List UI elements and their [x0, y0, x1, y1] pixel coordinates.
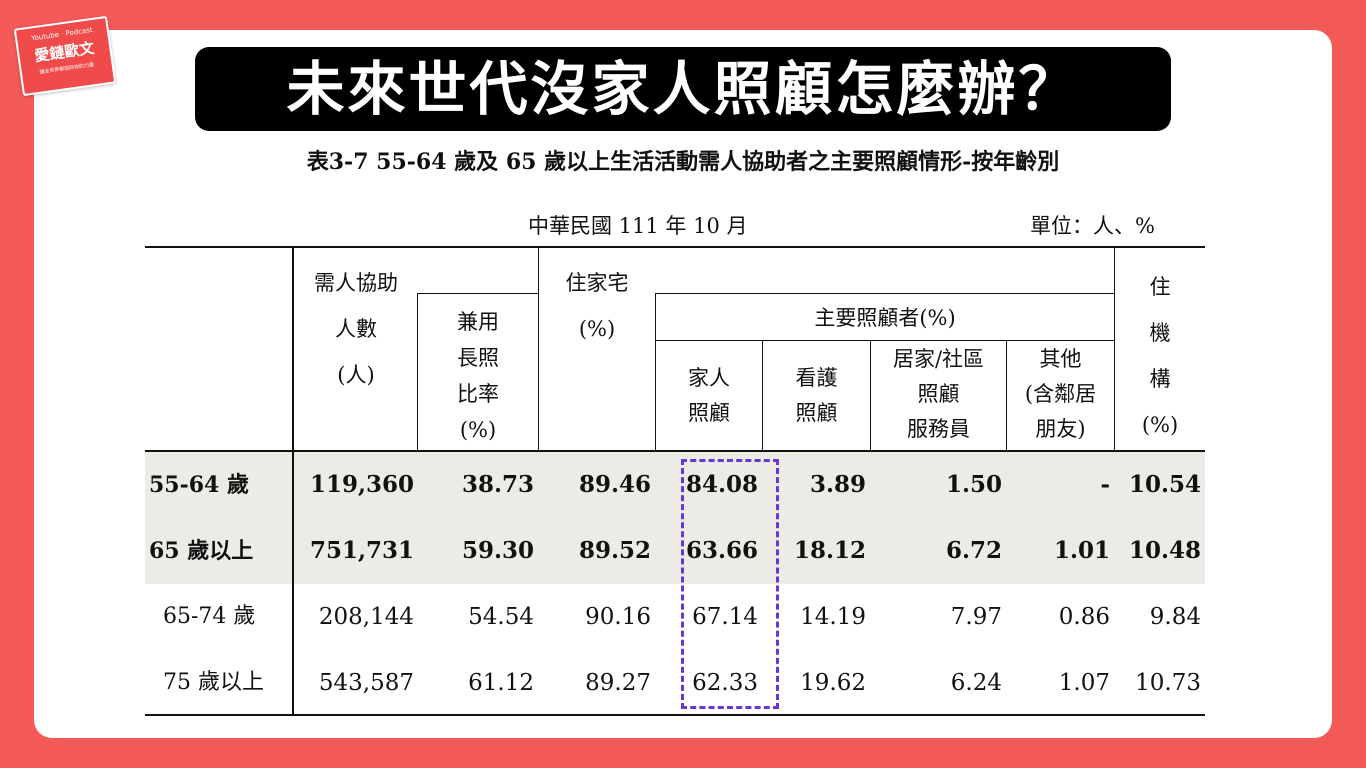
cell-other: 1.07: [1058, 670, 1110, 696]
cell-ltc: 54.54: [468, 604, 534, 630]
rule-bottom: [145, 714, 1205, 716]
table-date: 中華民國 111 年 10 月: [528, 214, 748, 238]
header-main-caregiver: 主要照顧者(%): [814, 306, 956, 330]
cell-other: 0.86: [1058, 604, 1110, 630]
row-bg-1: [145, 452, 1205, 518]
cell-homecare: 7.97: [950, 604, 1002, 630]
row-label: 75 歲以上: [163, 670, 264, 695]
cell-nursing: 14.19: [800, 604, 866, 630]
cell-home: 89.52: [578, 537, 651, 564]
vrule-homecare: [870, 340, 871, 451]
row-label: 65-74 歲: [163, 604, 256, 629]
cell-ltc: 38.73: [461, 471, 534, 498]
row-bg-2: [145, 518, 1205, 584]
cell-ltc: 59.30: [461, 537, 534, 564]
cell-family: 62.33: [692, 670, 758, 696]
brand-logo: Youtube · Podcast 愛鏈歐文 讓全世界都認同你的力量: [13, 15, 117, 97]
vrule-label: [292, 246, 294, 716]
row-label: 55-64 歲: [149, 472, 250, 498]
cell-count: 751,731: [309, 537, 414, 564]
header-homecare: 居家/社區 照顧 服務員: [892, 347, 985, 441]
cell-homecare: 6.24: [950, 670, 1002, 696]
cell-homecare: 6.72: [945, 537, 1002, 564]
rule-caregiver-sub: [655, 340, 1115, 341]
header-nursing: 看護 照顧: [795, 366, 838, 425]
vrule-home: [538, 246, 539, 451]
cell-family: 63.66: [685, 537, 758, 564]
row-label: 65 歲以上: [149, 538, 254, 564]
vrule-inst: [1114, 246, 1115, 451]
cell-count: 208,144: [318, 604, 414, 630]
cell-ltc: 61.12: [468, 670, 534, 696]
header-count: 需人協助 人數 (人): [314, 271, 398, 387]
rule-header-bottom: [145, 450, 1205, 452]
cell-nursing: 3.89: [809, 471, 866, 498]
rule-top: [145, 246, 1205, 248]
cell-home: 89.46: [578, 471, 651, 498]
table-title: 表3-7 55-64 歲及 65 歲以上生活活動需人協助者之主要照顧情形-按年齡…: [306, 149, 1060, 175]
cell-family: 84.08: [685, 471, 758, 498]
cell-home: 90.16: [585, 604, 651, 630]
vrule-other: [1006, 340, 1007, 451]
cell-nursing: 18.12: [793, 537, 866, 564]
cell-family: 67.14: [692, 604, 758, 630]
rule-caregiver-top: [655, 293, 1115, 294]
cell-institution: 10.54: [1128, 471, 1201, 498]
vrule-caregiver: [655, 293, 656, 451]
cell-institution: 9.84: [1149, 604, 1201, 630]
cell-institution: 10.73: [1135, 670, 1201, 696]
vrule-ltc: [417, 293, 418, 451]
table-unit: 單位：人、%: [1030, 214, 1155, 238]
family-column-highlight: [681, 459, 779, 709]
cell-count: 119,360: [309, 471, 414, 498]
header-home: 住家宅 (%): [565, 271, 629, 341]
header-family: 家人 照顧: [688, 366, 730, 425]
care-table: 需人協助 人數 (人) 兼用 長照 比率 (%) 住家宅 (%) 主要照顧者(%…: [145, 246, 1205, 716]
cell-other: 1.01: [1053, 537, 1110, 564]
cell-institution: 10.48: [1128, 537, 1201, 564]
vrule-nursing: [762, 340, 763, 451]
cell-home: 89.27: [585, 670, 651, 696]
cell-homecare: 1.50: [945, 471, 1002, 498]
cell-count: 543,587: [318, 670, 414, 696]
header-institution: 住 機 構 (%): [1141, 275, 1179, 437]
cell-nursing: 19.62: [800, 670, 866, 696]
cell-other: -: [1100, 471, 1110, 498]
rule-ltc: [418, 293, 539, 294]
header-ltc-rate: 兼用 長照 比率 (%): [457, 310, 499, 442]
header-other: 其他 (含鄰居 朋友): [1024, 347, 1097, 441]
headline: 未來世代沒家人照顧怎麼辦？: [195, 47, 1171, 131]
